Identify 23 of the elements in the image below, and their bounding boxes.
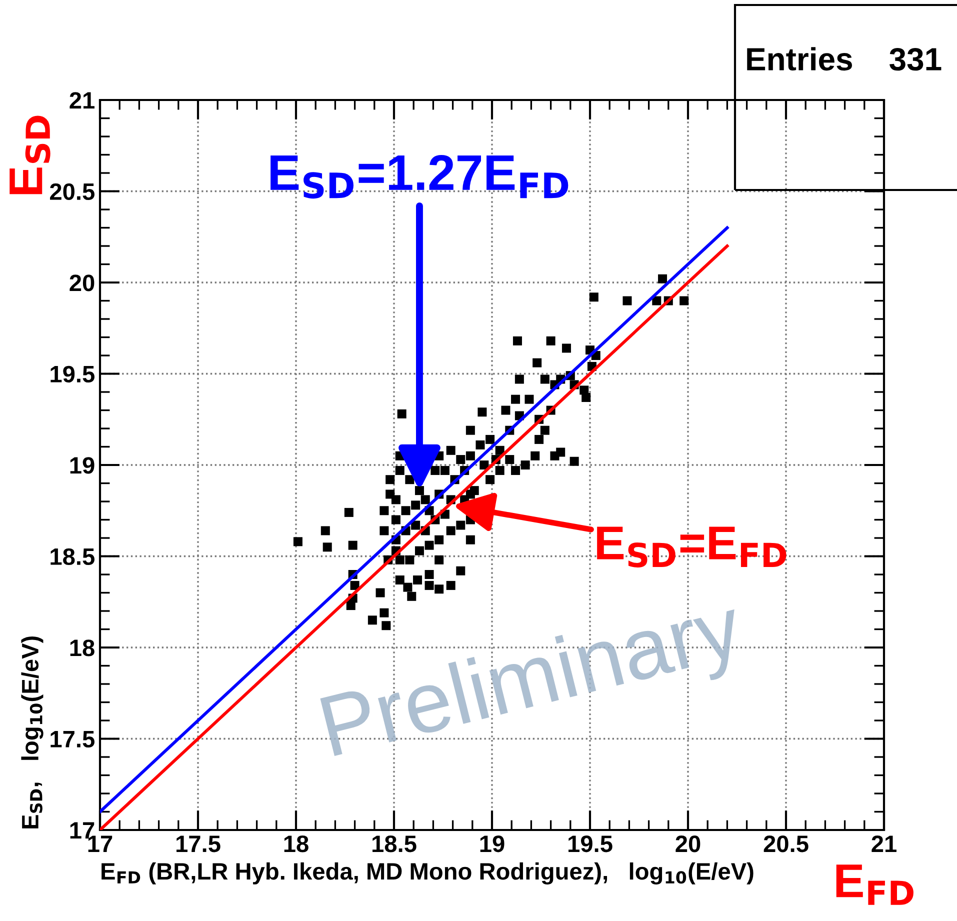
- x-tick-label: 20: [676, 835, 700, 852]
- y-tick-label: 20: [70, 274, 94, 292]
- text: E$_{SD}$: [10, 116, 50, 194]
- x-tick-label: 20.5: [764, 835, 808, 852]
- x-tick-label: 19: [480, 835, 504, 852]
- text: E$_{FD}$: [836, 864, 914, 905]
- x-tick-label: 19.5: [568, 835, 612, 852]
- y-axis-title: E$_{SD}$, log$_{10}$(E/eV): [21, 636, 44, 828]
- annotation: E$_{SD}$=E$_{FD}$: [597, 526, 786, 568]
- y-tick-label: 21: [70, 92, 94, 109]
- x-tick-label: 18: [284, 835, 308, 852]
- annotation: E$_{SD}$=1.27E$_{FD}$: [270, 155, 568, 199]
- x-tick-label: 21: [872, 835, 896, 852]
- x-axis-title: E$_{FD}$ (BR,LR Hyb. Ikeda, MD Mono Rodriguez), log$_{10}$(E/eV): [102, 862, 754, 885]
- text: Entries 331: [747, 47, 942, 71]
- x-tick-label: 17.5: [176, 836, 220, 852]
- y-tick-label: 20.5: [50, 183, 94, 200]
- y-tick-label: 18.5: [50, 548, 94, 566]
- y-tick-label: 19.5: [50, 366, 94, 383]
- y-tick-label: 17.5: [50, 731, 94, 748]
- y-tick-label: 19: [70, 457, 94, 474]
- y-tick-label: 18: [70, 640, 94, 656]
- x-tick-label: 18.5: [372, 835, 416, 852]
